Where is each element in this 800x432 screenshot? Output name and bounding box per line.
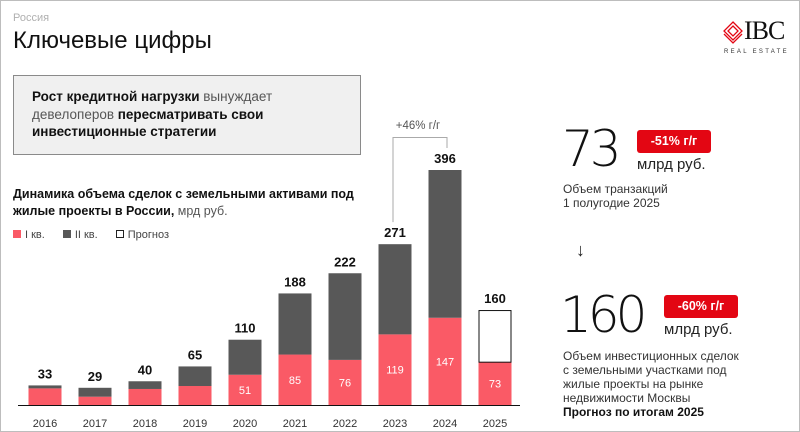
bar-q2 — [78, 387, 112, 397]
legend-swatch-q2 — [62, 230, 71, 238]
bar-q2 — [28, 385, 62, 389]
x-tick-label: 2018 — [133, 418, 157, 430]
chart-title-bold: Динамика объема сделок с земельными акти… — [13, 187, 354, 218]
desc-line-bold: Прогноз по итогам 2025 — [563, 405, 739, 419]
bar-q1 — [278, 354, 312, 405]
desc-forecast: Прогноз по итогам 2025 — [563, 405, 704, 419]
desc-line: 1 полугодие 2025 — [563, 196, 660, 210]
bar-q1 — [428, 317, 462, 405]
bar-q2 — [378, 244, 412, 335]
legend-item-q2: II кв. — [62, 229, 98, 242]
bar-total-label: 33 — [38, 366, 52, 381]
bar-total-label: 271 — [384, 225, 406, 240]
bar-q2 — [178, 366, 212, 387]
kpi-unit: млрд руб. — [664, 321, 733, 338]
x-tick-label: 2016 — [33, 418, 57, 430]
callout-bold-2: пересматривать свои инвестиционные страт… — [32, 106, 264, 140]
bar-q1 — [78, 396, 112, 405]
chart-title-unit: мрд руб. — [174, 204, 228, 218]
kpi-value: 73 — [562, 120, 622, 178]
ibc-logo: IBC REAL ESTATE — [722, 18, 798, 62]
bar-q1 — [178, 386, 212, 405]
bar-q2 — [278, 293, 312, 355]
x-tick-label: 2022 — [333, 418, 357, 430]
desc-line: жилые проекты на рынке — [563, 377, 704, 391]
kpi-description: Объем инвестиционных сделок с земельными… — [563, 349, 739, 419]
bar-q1-label: 147 — [436, 356, 454, 368]
bar-total-label: 40 — [138, 362, 152, 377]
kpi-description: Объем транзакций 1 полугодие 2025 — [563, 182, 668, 210]
legend-swatch-forecast — [115, 230, 124, 238]
legend-item-q1: I кв. — [13, 229, 45, 242]
callout-bold-1: Рост кредитной нагрузки — [32, 89, 200, 104]
legend-swatch-q1 — [13, 230, 21, 238]
legend-label: II кв. — [74, 229, 98, 241]
x-tick-label: 2017 — [83, 418, 107, 430]
desc-line: Объем инвестиционных сделок — [563, 349, 739, 363]
bar-q1 — [28, 388, 62, 405]
x-tick-label: 2021 — [283, 418, 307, 430]
bar-total-label: 396 — [434, 151, 456, 166]
bar-total-label: 188 — [284, 274, 306, 289]
kpi-value: 160 — [560, 286, 647, 344]
bar-q1 — [378, 334, 412, 405]
bar-q1 — [328, 359, 362, 405]
bar-q1 — [478, 361, 512, 405]
bar-q1-label: 76 — [339, 377, 351, 389]
growth-annotation: +46% г/г — [396, 120, 441, 132]
bar-total-label: 65 — [188, 347, 202, 362]
callout-light: вынуждает девелоперов — [32, 89, 273, 122]
logo-diamond-icon — [723, 21, 743, 44]
desc-line: с земельными участками под — [563, 363, 727, 377]
bar-q1 — [128, 388, 162, 405]
logo-subtext: REAL ESTATE — [724, 49, 789, 55]
arrow-down-icon: ↓ — [576, 240, 585, 260]
legend-label: I кв. — [25, 229, 45, 241]
bar-q2 — [228, 339, 262, 375]
region-label: Россия — [13, 12, 50, 24]
bar-q2 — [128, 381, 162, 389]
bar-q1-label: 119 — [386, 365, 404, 377]
key-message-callout: Рост кредитной нагрузки вынуждает девело… — [13, 75, 361, 155]
bar-total-label: 160 — [484, 291, 506, 306]
bar-q1-label: 73 — [489, 378, 501, 390]
bar-total-label: 110 — [235, 321, 256, 336]
bar-forecast — [478, 310, 512, 363]
x-tick-label: 2025 — [483, 418, 507, 430]
chart-title: Динамика объема сделок с земельными акти… — [13, 186, 373, 220]
x-tick-label: 2024 — [433, 418, 457, 430]
x-tick-label: 2023 — [383, 418, 407, 430]
desc-line: недвижимости Москвы — [563, 391, 691, 405]
bar-q1-label: 51 — [239, 385, 251, 397]
bar-q2 — [428, 170, 462, 318]
kpi-change-badge: -51% г/г — [637, 130, 711, 153]
bar-q1 — [228, 374, 262, 405]
page-title: Ключевые цифры — [13, 27, 212, 54]
chart-legend: I кв. II кв. Прогноз — [13, 229, 169, 242]
bar-total-label: 29 — [88, 369, 102, 384]
kpi-unit: млрд руб. — [637, 156, 706, 173]
bar-total-label: 222 — [334, 254, 356, 269]
legend-label: Прогноз — [127, 229, 169, 241]
bar-q1-label: 85 — [289, 375, 301, 387]
desc-line: Объем транзакций — [563, 182, 668, 196]
x-tick-label: 2020 — [233, 418, 257, 430]
logo-text: IBC — [744, 16, 785, 45]
growth-bracket — [392, 137, 448, 223]
kpi-change-badge: -60% г/г — [664, 295, 738, 318]
x-tick-label: 2019 — [183, 418, 207, 430]
legend-item-forecast: Прогноз — [115, 229, 169, 242]
bar-q2 — [328, 273, 362, 360]
